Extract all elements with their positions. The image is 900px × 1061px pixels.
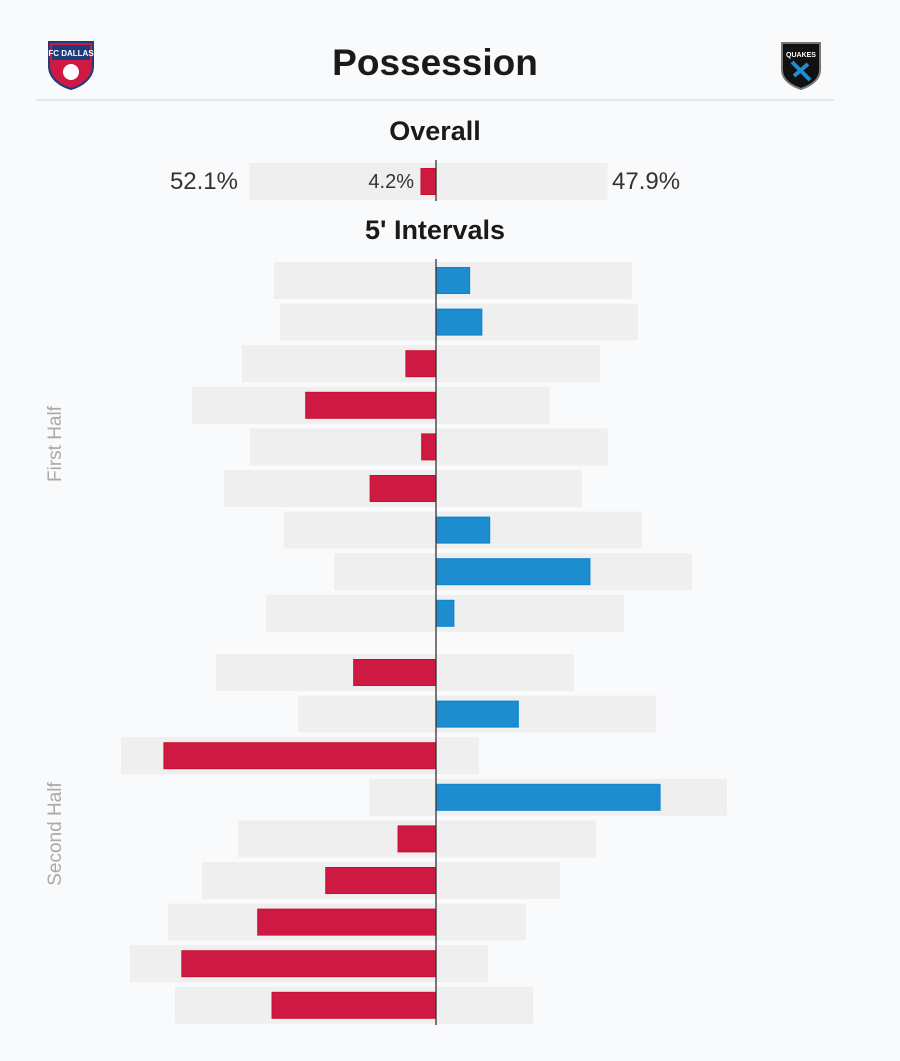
interval-1-1-home-bg [273,262,436,299]
interval-1-9-diff-bar [435,599,455,627]
overall-diff-bar [420,168,437,195]
interval-1-8-diff-bar [435,558,591,586]
overall-away-bg [436,163,608,200]
away-team-logo: QUAKES [780,40,822,95]
interval-1-6-away-bg [436,470,583,507]
interval-1-4-diff-bar [305,391,437,419]
interval-2-6-away-bg [436,862,560,899]
interval-2-2-home-bg [298,695,436,733]
interval-1-6-diff-bar [369,475,437,502]
interval-2-1-diff-bar [353,659,437,686]
interval-1-9-away-bg [436,594,624,632]
interval-1-3-diff-bar [405,350,437,378]
interval-2-8-away-bg [436,945,488,983]
interval-1-9-home-bg [265,594,436,632]
interval-2-2-diff-bar [435,700,519,728]
interval-2-3-diff-bar [163,742,437,770]
interval-2-7-diff-bar [257,908,437,936]
intervals-title: 5' Intervals [365,215,505,245]
interval-1-7-home-bg [283,511,436,549]
overall-title: Overall [389,116,481,146]
interval-2-4-diff-bar [435,783,661,811]
interval-2-4-home-bg [369,778,436,816]
overall-home-label: 52.1% [169,168,238,195]
interval-2-9-away-bg [436,986,534,1024]
overall-home-bg [249,163,436,200]
interval-2-8-diff-bar [181,950,437,978]
interval-1-8-home-bg [333,553,436,591]
interval-2-9-diff-bar [271,991,437,1019]
interval-1-5-away-bg [436,428,608,466]
second-half-label: Second Half [45,782,66,886]
first-half-label: First Half [45,406,66,482]
interval-1-3-home-bg [241,345,436,383]
interval-2-7-away-bg [436,903,526,941]
interval-1-3-away-bg [436,345,600,383]
svg-text:FC DALLAS: FC DALLAS [48,49,94,58]
interval-1-5-diff-bar [421,433,437,461]
svg-text:QUAKES: QUAKES [786,52,816,59]
interval-1-4-away-bg [436,386,550,424]
interval-2-6-diff-bar [325,867,437,894]
page-title: Possession [332,42,538,83]
interval-2-1-away-bg [436,654,574,691]
interval-2-5-away-bg [436,820,597,858]
home-team-logo: FC DALLAS [46,40,96,95]
interval-1-7-diff-bar [435,516,491,544]
overall-away-label: 47.9% [612,168,681,195]
interval-1-2-home-bg [279,303,436,341]
interval-2-3-away-bg [436,737,479,775]
overall-diff-label: 4.2% [368,171,414,193]
interval-2-5-diff-bar [397,825,437,853]
interval-1-5-home-bg [249,428,436,466]
header-divider [36,99,834,101]
interval-1-1-diff-bar [435,267,471,294]
interval-1-2-diff-bar [435,308,483,336]
